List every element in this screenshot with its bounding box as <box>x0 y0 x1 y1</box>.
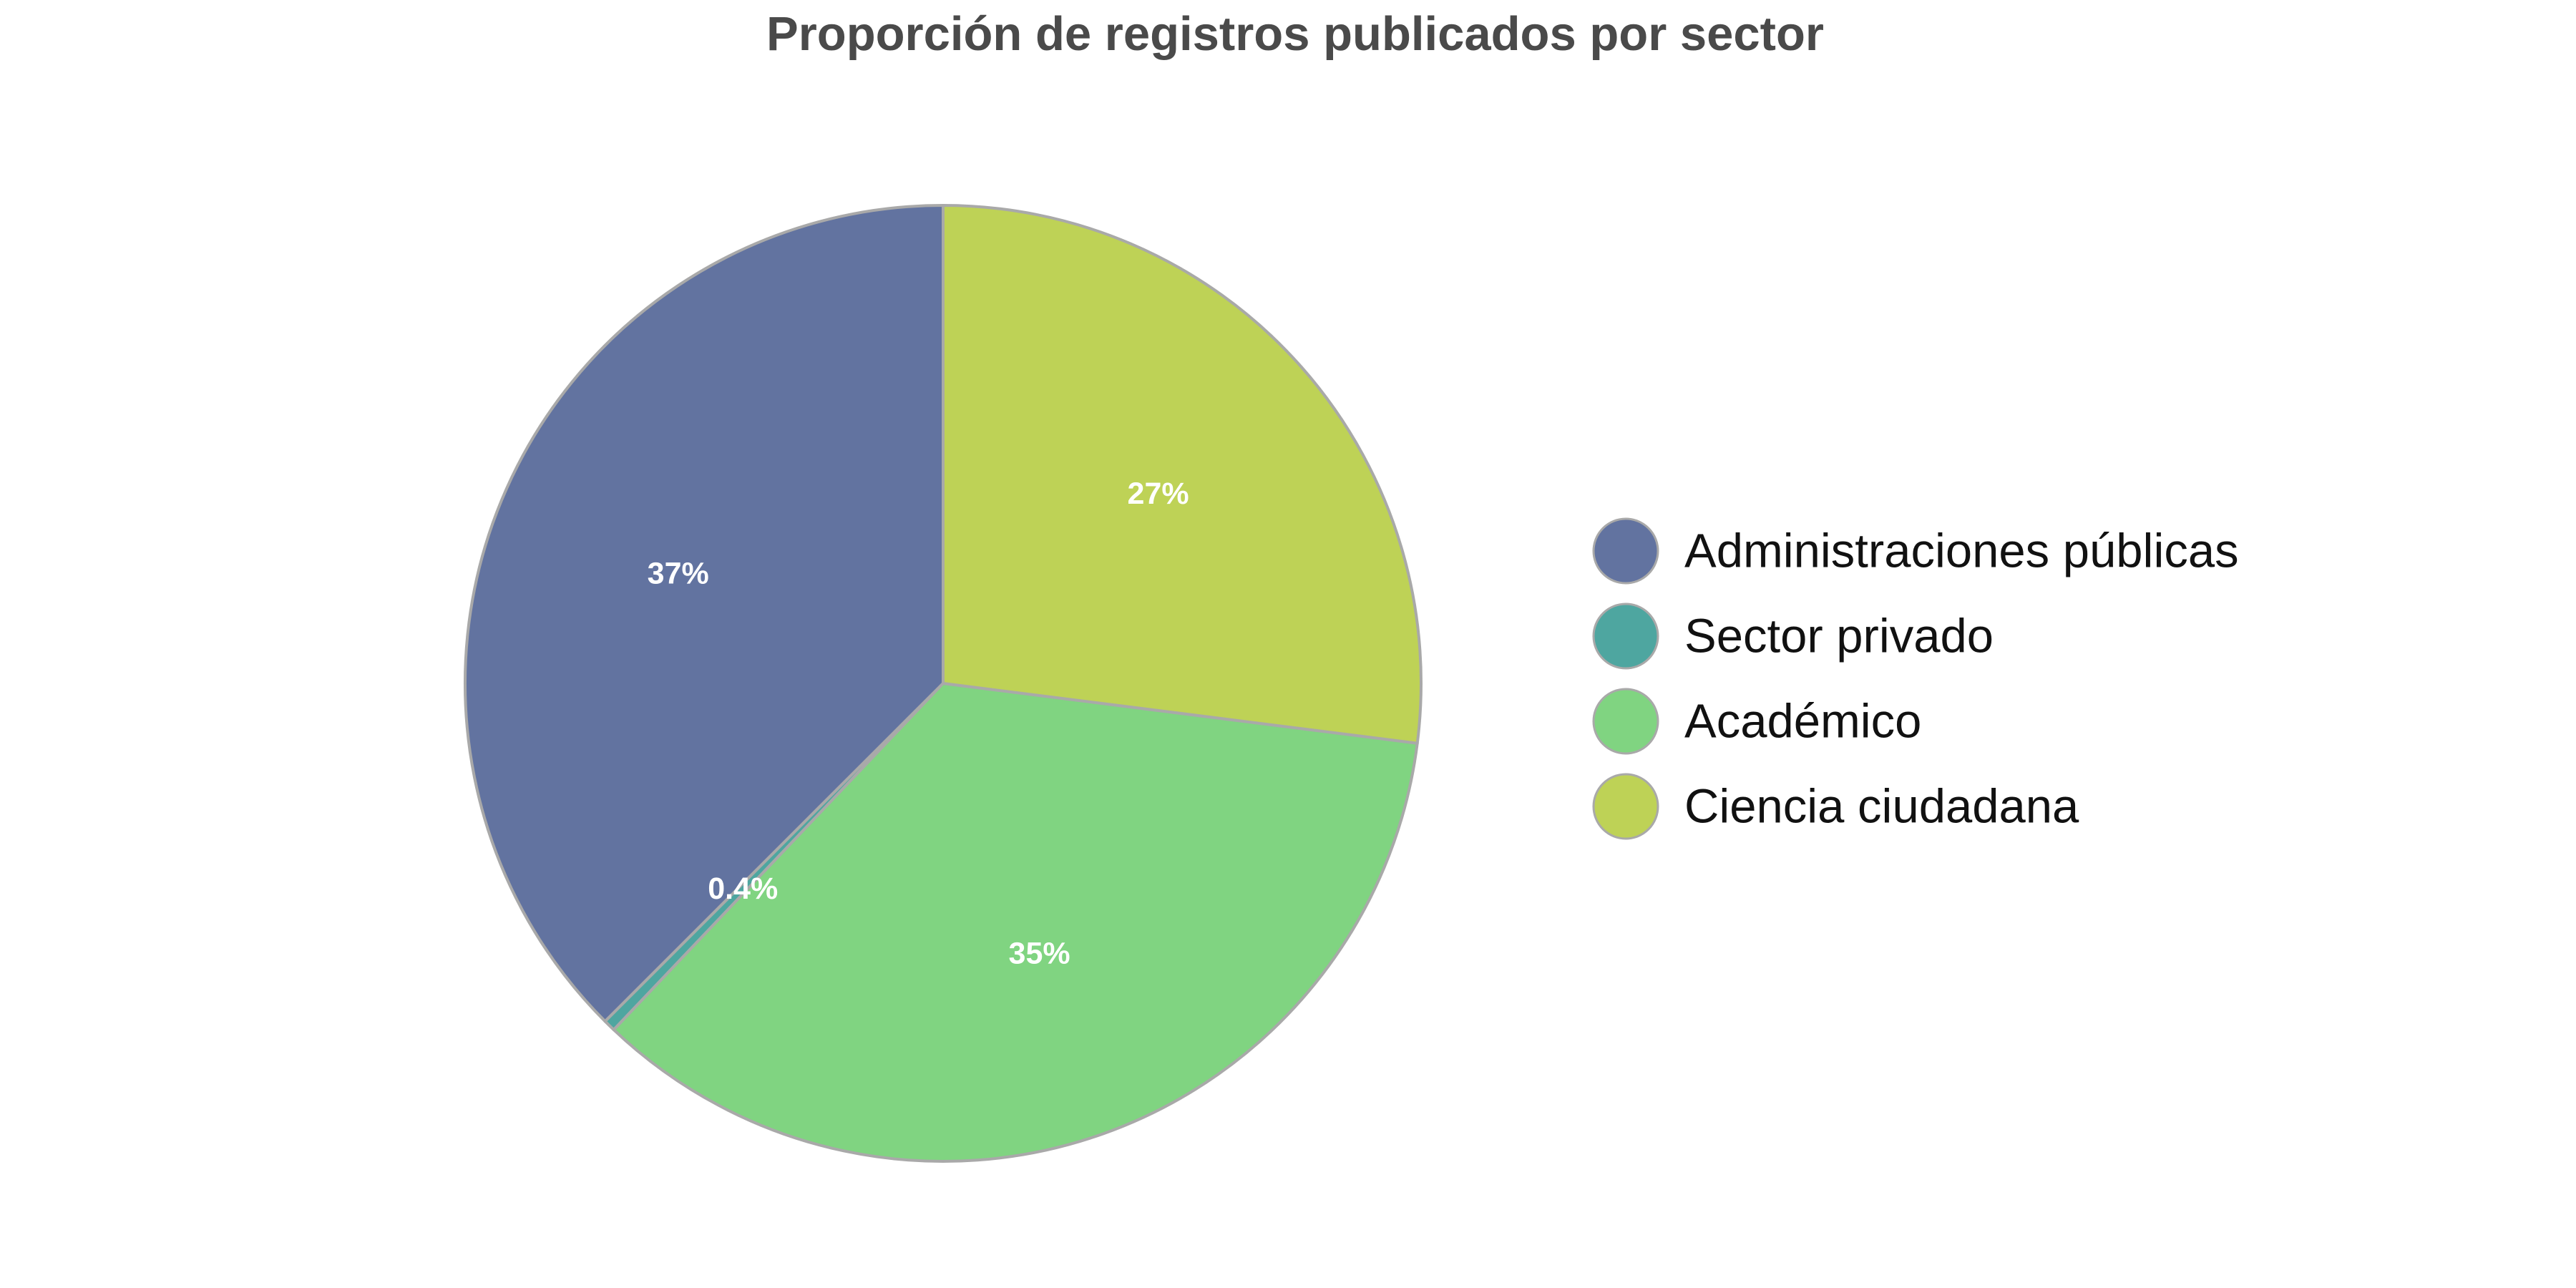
slice-label-ciencia-ciudadana: 27% <box>1128 477 1189 511</box>
legend-label-sector-privado: Sector privado <box>1684 610 1994 663</box>
legend-label-academico: Académico <box>1684 695 1921 748</box>
slice-label-academico: 35% <box>1009 937 1070 971</box>
pie-slice-ciencia-ciudadana <box>942 204 1423 745</box>
pie-slice-administraciones-publicas <box>464 204 945 1023</box>
legend-label-administraciones-publicas: Administraciones públicas <box>1684 525 2239 578</box>
pie-slice-academico <box>612 682 1419 1163</box>
pie-slice-labels: 37% 0.4% 35% 27% <box>648 477 1189 971</box>
chart-title: Proporción de registros publicados por s… <box>766 7 1824 61</box>
legend-marker-academico <box>1592 688 1659 755</box>
pie-slices <box>464 204 1423 1163</box>
legend-label-ciencia-ciudadana: Ciencia ciudadana <box>1684 780 2079 834</box>
legend-marker-ciencia-ciudadana <box>1592 773 1659 840</box>
legend-marker-administraciones-publicas <box>1592 517 1659 585</box>
legend: Administraciones públicas Sector privado A… <box>1592 517 2239 840</box>
slice-label-administraciones-publicas: 37% <box>648 557 709 591</box>
slice-label-sector-privado: 0.4% <box>708 872 778 906</box>
legend-marker-sector-privado <box>1592 602 1659 670</box>
